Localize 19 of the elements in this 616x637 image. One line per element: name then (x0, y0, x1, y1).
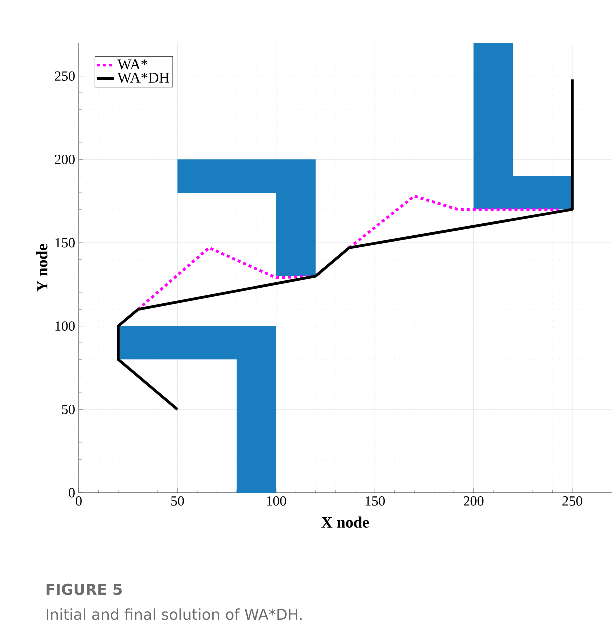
y-tick-label: 150 (56, 238, 75, 248)
line-series (136, 194, 560, 312)
x-tick-label: 250 (562, 496, 582, 506)
x-tick-label: 0 (76, 496, 82, 506)
legend-label: WA*DH (118, 73, 170, 84)
x-tick-label: 150 (366, 496, 386, 506)
text: FIGURE 5 (46, 584, 122, 596)
x-tick-label: 200 (464, 496, 484, 506)
x-tick-label: 100 (267, 496, 286, 506)
y-axis-title: Y node (36, 244, 48, 292)
y-tick-label: 50 (62, 404, 75, 414)
legend-label: WA* (118, 60, 148, 70)
y-tick-label: 250 (55, 72, 75, 82)
y-tick-label: 0 (69, 488, 75, 498)
text: Initial and final solution of WA*DH. (46, 608, 302, 620)
x-axis-title: X node (322, 516, 370, 528)
y-tick-label: 100 (56, 322, 75, 332)
x-tick-label: 50 (172, 496, 184, 506)
y-tick-label: 200 (55, 154, 75, 164)
